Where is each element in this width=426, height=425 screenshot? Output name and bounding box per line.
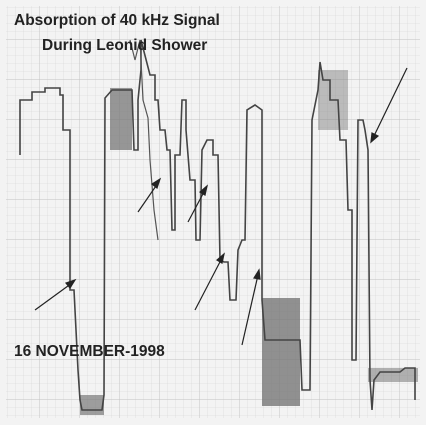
arrow bbox=[194, 257, 223, 311]
title-line: During Leonid Shower bbox=[42, 37, 207, 54]
dense-trace bbox=[110, 88, 132, 150]
arrow bbox=[241, 274, 259, 346]
dense-trace bbox=[80, 395, 104, 415]
arrow bbox=[187, 189, 206, 223]
date-label: 16 NOVEMBER-1998 bbox=[14, 343, 165, 360]
arrows bbox=[34, 67, 408, 346]
arrow-head bbox=[253, 268, 261, 280]
arrow-head bbox=[370, 132, 380, 144]
arrow-head bbox=[215, 252, 225, 264]
dense-trace bbox=[368, 368, 418, 382]
title-line: Absorption of 40 kHz Signal bbox=[14, 12, 220, 29]
arrow bbox=[34, 282, 73, 311]
arrow bbox=[137, 182, 159, 213]
arrow-head bbox=[64, 278, 77, 290]
dense-regions bbox=[80, 70, 418, 415]
arrow-head bbox=[150, 177, 162, 190]
signal-trace bbox=[129, 39, 159, 241]
coarse-grid bbox=[6, 6, 420, 418]
dense-trace bbox=[262, 298, 300, 406]
arrow bbox=[372, 67, 408, 139]
signal-trace bbox=[19, 39, 416, 411]
arrow-head bbox=[198, 184, 208, 196]
